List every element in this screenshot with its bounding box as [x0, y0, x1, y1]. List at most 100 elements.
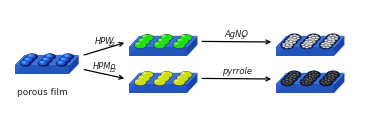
Ellipse shape [304, 79, 305, 80]
Ellipse shape [59, 57, 71, 63]
Ellipse shape [286, 79, 290, 81]
Ellipse shape [322, 83, 326, 85]
Ellipse shape [333, 35, 336, 37]
Ellipse shape [290, 72, 291, 73]
Polygon shape [276, 73, 344, 84]
Ellipse shape [308, 36, 312, 38]
Ellipse shape [324, 81, 328, 83]
Ellipse shape [309, 44, 313, 46]
Ellipse shape [316, 37, 319, 39]
Ellipse shape [312, 76, 316, 78]
Ellipse shape [330, 42, 334, 44]
Ellipse shape [296, 74, 300, 76]
Ellipse shape [311, 76, 314, 78]
Ellipse shape [25, 58, 30, 60]
Ellipse shape [305, 81, 309, 83]
Ellipse shape [292, 42, 296, 44]
Ellipse shape [304, 42, 305, 43]
Ellipse shape [314, 72, 318, 74]
Ellipse shape [331, 74, 335, 76]
Ellipse shape [291, 76, 294, 78]
Ellipse shape [289, 46, 290, 47]
Ellipse shape [289, 74, 291, 75]
Ellipse shape [61, 58, 66, 60]
Ellipse shape [291, 39, 294, 41]
Ellipse shape [289, 40, 293, 42]
Ellipse shape [305, 78, 308, 80]
Ellipse shape [286, 81, 288, 82]
Ellipse shape [312, 41, 316, 43]
Ellipse shape [141, 34, 153, 41]
Ellipse shape [309, 75, 312, 77]
Ellipse shape [308, 46, 312, 48]
Ellipse shape [305, 39, 310, 41]
Ellipse shape [335, 36, 339, 38]
Ellipse shape [180, 34, 192, 41]
Ellipse shape [328, 38, 332, 40]
Ellipse shape [293, 77, 296, 79]
Ellipse shape [289, 74, 292, 76]
Ellipse shape [328, 82, 332, 84]
Ellipse shape [296, 35, 298, 36]
Ellipse shape [174, 79, 178, 82]
Ellipse shape [154, 79, 166, 85]
Ellipse shape [285, 42, 289, 44]
Ellipse shape [290, 44, 293, 46]
Ellipse shape [176, 38, 189, 45]
Ellipse shape [305, 78, 308, 80]
Ellipse shape [330, 76, 334, 78]
Polygon shape [334, 36, 344, 56]
Ellipse shape [324, 76, 328, 78]
Ellipse shape [305, 47, 309, 49]
Ellipse shape [325, 76, 326, 77]
Ellipse shape [41, 61, 43, 62]
Ellipse shape [283, 82, 284, 83]
Ellipse shape [308, 83, 312, 85]
Ellipse shape [293, 40, 295, 41]
Ellipse shape [329, 75, 330, 76]
Ellipse shape [161, 34, 173, 41]
Ellipse shape [324, 79, 328, 80]
Ellipse shape [314, 39, 318, 41]
Ellipse shape [293, 37, 296, 39]
Ellipse shape [135, 79, 146, 85]
Ellipse shape [180, 71, 192, 78]
Ellipse shape [325, 42, 328, 44]
Ellipse shape [335, 38, 338, 40]
Ellipse shape [307, 34, 321, 42]
Polygon shape [129, 73, 139, 93]
Ellipse shape [293, 74, 296, 76]
Polygon shape [129, 36, 197, 47]
Ellipse shape [65, 55, 67, 56]
Ellipse shape [282, 82, 286, 84]
Ellipse shape [324, 79, 328, 81]
Ellipse shape [324, 77, 328, 79]
Ellipse shape [134, 42, 147, 49]
Ellipse shape [327, 75, 331, 77]
Ellipse shape [160, 71, 173, 78]
Ellipse shape [290, 81, 293, 83]
Ellipse shape [293, 72, 297, 74]
Ellipse shape [139, 39, 143, 41]
Ellipse shape [40, 61, 45, 64]
Ellipse shape [330, 39, 334, 41]
Ellipse shape [293, 77, 295, 78]
Ellipse shape [335, 36, 339, 38]
Ellipse shape [311, 76, 313, 77]
Polygon shape [129, 73, 197, 84]
Ellipse shape [329, 82, 330, 83]
Ellipse shape [324, 42, 328, 44]
Ellipse shape [291, 75, 294, 77]
Ellipse shape [177, 76, 182, 78]
Ellipse shape [173, 42, 185, 48]
Ellipse shape [332, 41, 335, 42]
Ellipse shape [331, 79, 332, 80]
Ellipse shape [327, 38, 330, 40]
Ellipse shape [326, 46, 328, 47]
Ellipse shape [333, 35, 336, 36]
Ellipse shape [294, 76, 298, 78]
Ellipse shape [301, 44, 305, 46]
Ellipse shape [326, 83, 329, 85]
Ellipse shape [335, 75, 338, 77]
Ellipse shape [158, 76, 162, 78]
